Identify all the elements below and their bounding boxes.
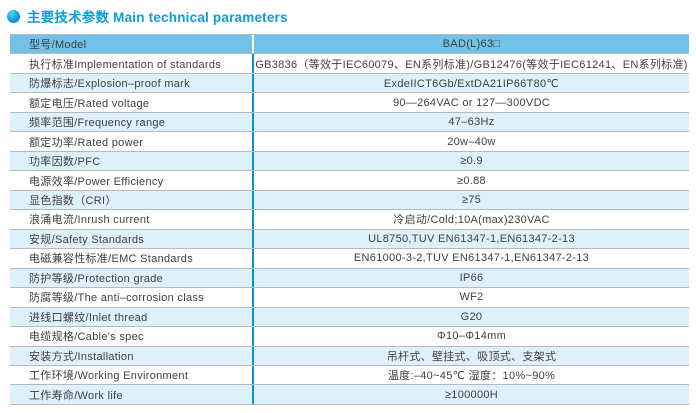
param-value: ≥100000H — [252, 385, 689, 404]
table-row: 浪涌电流/Inrush current 冷启动/Cold;10A(max)230V… — [10, 209, 689, 229]
param-label: 防爆标志/Explosion–proof mark — [29, 78, 190, 91]
param-value: ExdeIICT6Gb/ExtDA21IP66T80℃ — [252, 73, 689, 93]
param-label: 工作寿命/Work life — [29, 389, 123, 402]
param-label: 功率因数/PFC — [29, 156, 101, 169]
param-value: 冷启动/Cold;10A(max)230VAC — [252, 210, 689, 229]
table-row: 工作寿命/Work life ≥100000H — [10, 384, 689, 404]
table-row: 安装方式/Installation 吊杆式、壁挂式、吸顶式、支架式 — [10, 345, 689, 365]
param-value: ≥0.88 — [252, 171, 689, 190]
table-row: 执行标准Implementation of standards GB3836（等效… — [10, 53, 689, 73]
param-value: Φ10–Φ14mm — [252, 327, 689, 346]
param-label: 安规/Safety Standards — [29, 233, 145, 246]
param-value: 47–63Hz — [252, 112, 689, 132]
param-value: G20 — [252, 307, 689, 327]
table-row: 额定功率/Rated power 20w–40w — [10, 131, 689, 151]
table-row: 进线口螺纹/Inlet thread G20 — [10, 306, 689, 327]
param-value: 20w–40w — [252, 132, 689, 151]
table-row: 显色指数（CRI） ≥75 — [10, 189, 689, 210]
param-label: 频率范围/Frequency range — [29, 117, 166, 130]
param-label: 电源效率/Power Efficiency — [29, 175, 164, 188]
param-label: 进线口螺纹/Inlet thread — [29, 311, 148, 324]
param-label: 显色指数（CRI） — [29, 194, 117, 207]
table-row: 工作环境/Working Environment 温度:–40~45℃ 湿度：10… — [10, 364, 689, 385]
blue-sphere-bullet-icon — [7, 9, 20, 23]
table-row: 频率范围/Frequency range 47–63Hz — [10, 111, 689, 132]
section-header: 主要技术参数 Main technical parameters — [7, 6, 288, 26]
param-value: 温度:–40~45℃ 湿度：10%~90% — [252, 365, 689, 385]
param-label: 型号/Model — [29, 39, 87, 52]
param-value: GB3836（等效于IEC60079、EN系列标准)/GB12476(等效于IE… — [252, 54, 689, 73]
table-row: 防护等级/Protection grade IP66 — [10, 267, 689, 288]
param-value: BAD(L)63□ — [252, 35, 689, 54]
param-label: 额定功率/Rated power — [29, 136, 144, 149]
param-value: WF2 — [252, 288, 689, 307]
param-label: 防护等级/Protection grade — [29, 272, 164, 285]
param-label: 额定电压/Rated voltage — [29, 97, 150, 110]
parameters-table: 型号/Model BAD(L)63□ 执行标准Implementation of s… — [10, 34, 689, 405]
param-label: 防腐等级/The anti–corrosion class — [29, 292, 204, 305]
table-row: 安规/Safety Standards UL8750,TUV EN61347-1,… — [10, 228, 689, 249]
table-row: 电源效率/Power Efficiency ≥0.88 — [10, 170, 689, 190]
param-label: 安装方式/Installation — [29, 350, 134, 363]
table-row: 额定电压/Rated voltage 90—264VAC or 127—300VD… — [10, 92, 689, 112]
param-value: ≥75 — [252, 190, 689, 210]
param-value: 吊杆式、壁挂式、吸顶式、支架式 — [252, 346, 689, 365]
section-title: 主要技术参数 Main technical parameters — [27, 10, 288, 25]
param-label: 浪涌电流/Inrush current — [29, 214, 150, 227]
table-row: 型号/Model BAD(L)63□ — [10, 34, 689, 54]
param-label: 电磁兼容性标准/EMC Standards — [29, 253, 193, 266]
table-row: 防爆标志/Explosion–proof mark ExdeIICT6Gb/Ext… — [10, 72, 689, 93]
param-value: 90—264VAC or 127—300VDC — [252, 93, 689, 112]
param-label: 执行标准Implementation of standards — [29, 58, 222, 71]
table-row: 电磁兼容性标准/EMC Standards EN61000-3-2,TUV EN6… — [10, 248, 689, 268]
table-row: 功率因数/PFC ≥0.9 — [10, 150, 689, 171]
table-row: 防腐等级/The anti–corrosion class WF2 — [10, 287, 689, 307]
param-value: IP66 — [252, 268, 689, 288]
param-label: 电缆规格/Cable's spec — [29, 331, 144, 344]
param-value: ≥0.9 — [252, 151, 689, 171]
param-value: EN61000-3-2,TUV EN61347-1,EN61347-2-13 — [252, 249, 689, 268]
param-label: 工作环境/Working Environment — [29, 370, 189, 383]
param-value: UL8750,TUV EN61347-1,EN61347-2-13 — [252, 229, 689, 249]
table-row: 电缆规格/Cable's spec Φ10–Φ14mm — [10, 326, 689, 346]
